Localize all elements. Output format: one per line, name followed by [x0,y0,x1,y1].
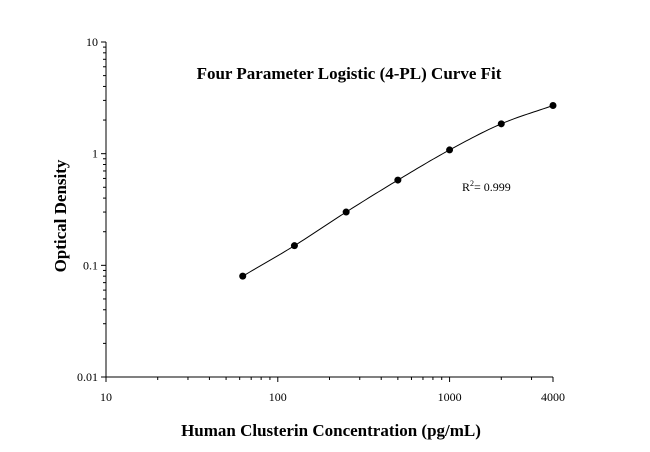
y-ticks: 0.01 0.1 1 10 [77,35,106,384]
x-tick-label: 100 [269,390,287,404]
data-point [446,146,454,154]
x-tick-label: 1000 [438,390,462,404]
x-axis-label: Human Clusterin Concentration (pg/mL) [181,421,481,440]
data-point [239,272,247,280]
r-squared-superscript: 2 [470,179,474,188]
data-point [549,101,557,109]
data-point [497,120,505,128]
r-squared-value: = 0.999 [474,180,511,194]
y-tick-label: 0.1 [83,258,98,272]
data-points [239,101,557,280]
x-tick-label: 10 [100,390,112,404]
r-squared-prefix: R [462,180,470,194]
chart-title: Four Parameter Logistic (4-PL) Curve Fit [197,64,502,83]
y-tick-label: 10 [86,35,98,49]
y-tick-label: 1 [92,147,98,161]
x-tick-label: 4000 [541,390,565,404]
y-tick-label: 0.01 [77,370,98,384]
x-ticks: 10 100 1000 4000 [100,377,565,404]
data-point [394,176,402,184]
data-point [342,208,350,216]
y-axis-label: Optical Density [51,159,70,272]
r-squared-annotation: R2= 0.999 [462,179,511,194]
data-point [290,242,298,250]
